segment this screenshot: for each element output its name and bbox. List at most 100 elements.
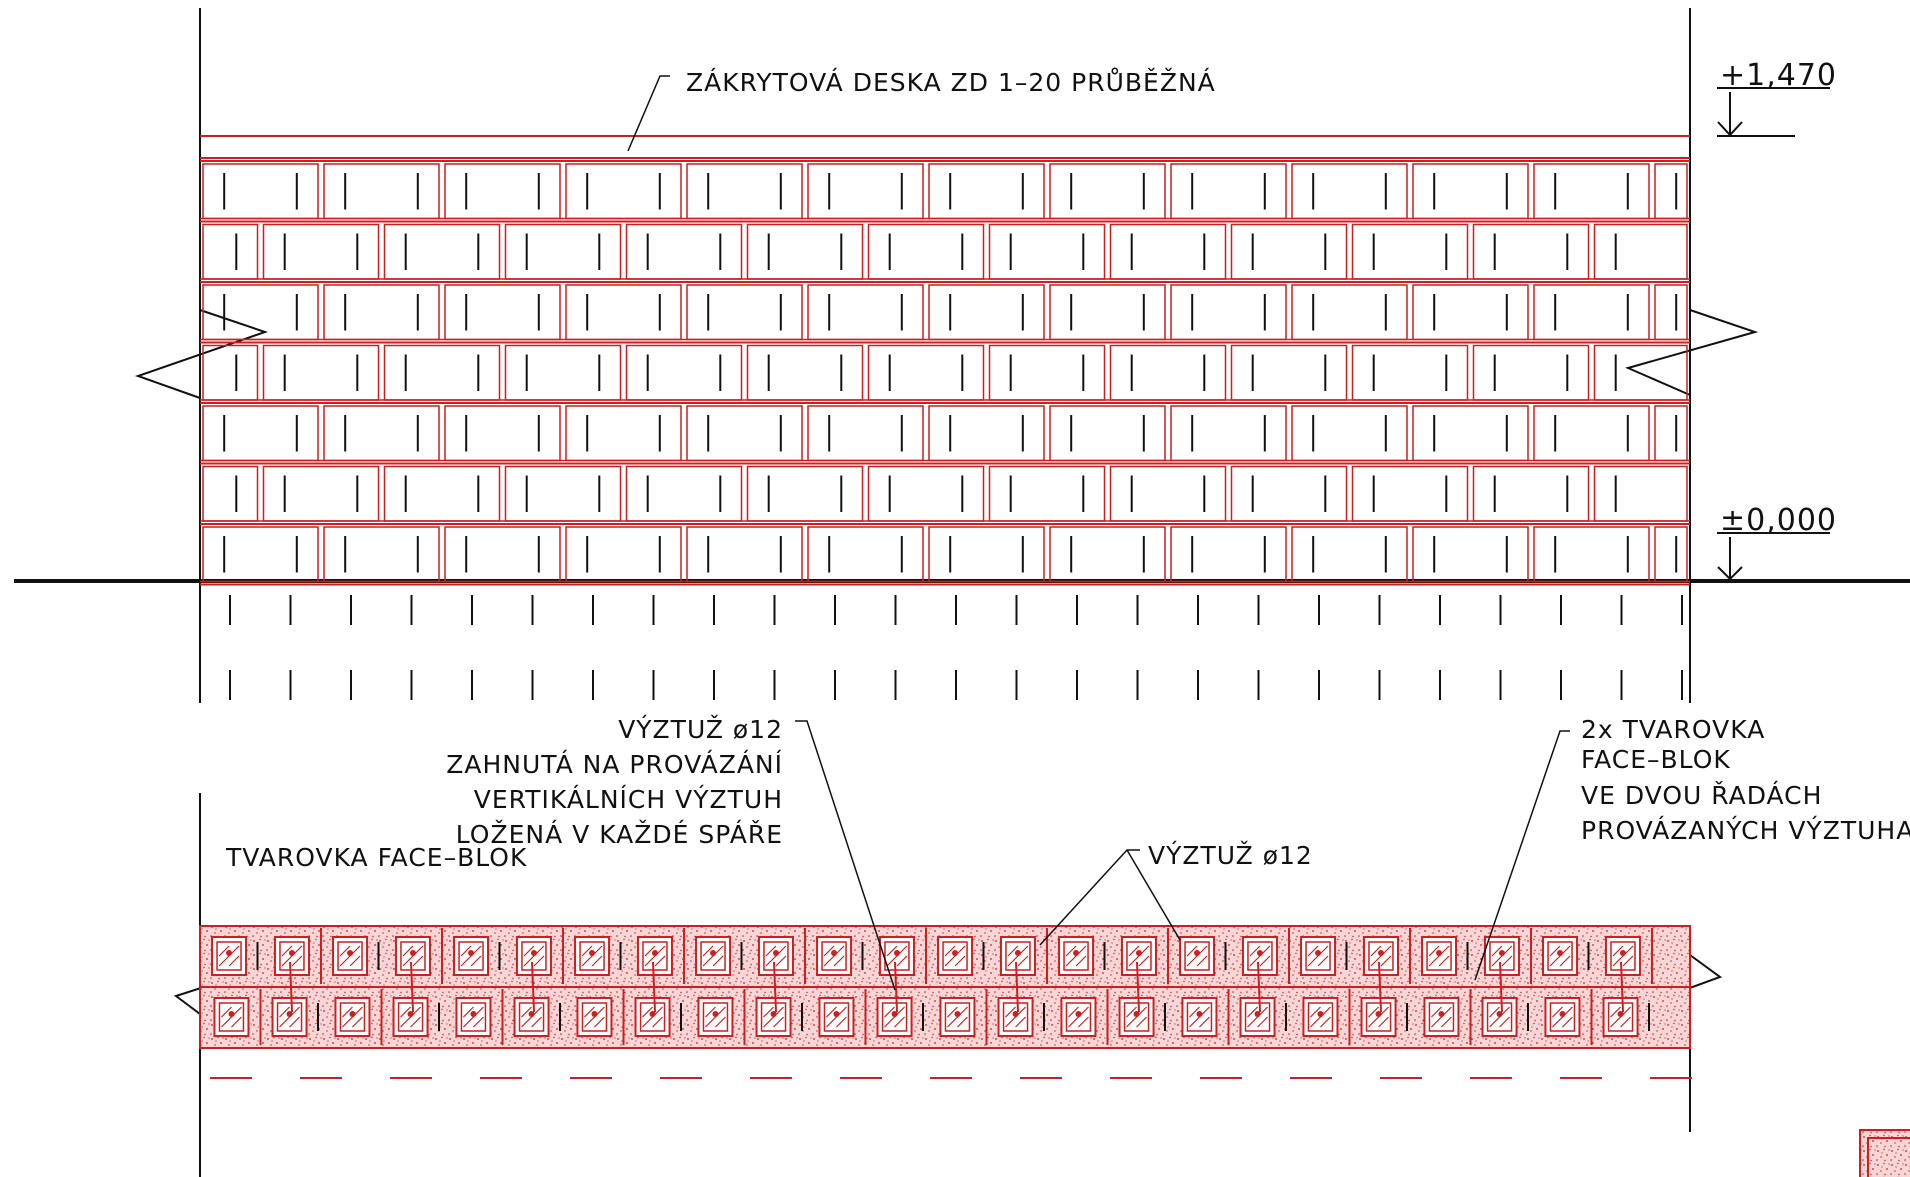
brick — [1351, 223, 1469, 280]
brick — [1412, 405, 1529, 462]
link-bar — [1620, 961, 1624, 1013]
rebar-cell — [453, 936, 490, 976]
rebar-cell — [576, 997, 613, 1037]
brick — [686, 163, 803, 220]
rebar-cell — [394, 936, 431, 976]
brick — [988, 344, 1106, 401]
brick — [444, 163, 561, 220]
link-bar — [1136, 961, 1140, 1013]
brick — [1593, 344, 1688, 401]
link-bar — [531, 961, 535, 1013]
brick — [323, 526, 440, 583]
brick — [1170, 405, 1287, 462]
brick — [262, 223, 380, 280]
brick — [383, 344, 501, 401]
rebar-cell — [757, 936, 794, 976]
rebar-cell — [878, 936, 915, 976]
brick — [202, 465, 259, 522]
rebar-cell — [1060, 997, 1097, 1037]
rebar-bent-leader — [795, 720, 896, 991]
brick — [1593, 223, 1688, 280]
rebar-cell — [1483, 936, 1520, 976]
level-marker-top — [1717, 87, 1830, 137]
brick — [504, 223, 622, 280]
link-bar — [894, 961, 898, 1013]
brick — [928, 284, 1045, 341]
brick — [565, 284, 682, 341]
rebar-cell — [1181, 997, 1218, 1037]
rebar-cell — [939, 997, 976, 1037]
brick — [1351, 344, 1469, 401]
rebar-bent-line-4: LOŽENÁ V KAŽDÉ SPÁŘE — [456, 820, 783, 849]
brick — [1654, 405, 1688, 462]
brick — [202, 163, 319, 220]
rebar-cell — [1362, 936, 1399, 976]
rebar-cell — [273, 936, 310, 976]
brick — [625, 465, 743, 522]
rebar-cell — [213, 997, 250, 1037]
brick — [262, 344, 380, 401]
rebar-cell — [876, 997, 913, 1037]
rebar-cell — [818, 997, 855, 1037]
block-double-line-4: PROVÁZANÝCH VÝZTUHAMI — [1581, 816, 1910, 845]
brick — [1170, 526, 1287, 583]
brick — [202, 223, 259, 280]
rebar-cell — [997, 997, 1034, 1037]
rebar-cell — [1604, 936, 1641, 976]
brick — [1533, 526, 1650, 583]
brick — [1291, 284, 1408, 341]
rebar-cell — [999, 936, 1036, 976]
brick — [202, 526, 319, 583]
coping-leader — [627, 75, 670, 152]
rebar-cell — [455, 997, 492, 1037]
left-break-symbol — [134, 309, 269, 399]
brick — [1351, 465, 1469, 522]
brick — [867, 223, 985, 280]
rebar-cell — [1179, 936, 1216, 976]
block-double-line-1: 2x TVAROVKA — [1581, 715, 1765, 744]
brick — [867, 344, 985, 401]
brick — [1170, 163, 1287, 220]
plan-blocks — [199, 925, 1691, 1049]
brick — [1412, 284, 1529, 341]
link-bar — [410, 961, 414, 1013]
right-break-symbol — [1625, 309, 1759, 396]
link-bar — [1015, 961, 1019, 1013]
brick — [1291, 526, 1408, 583]
rebar-cell — [695, 936, 732, 976]
brick — [746, 344, 864, 401]
rebar-cell — [1302, 997, 1339, 1037]
rebar-cell — [634, 997, 671, 1037]
rebar-cell — [1239, 997, 1276, 1037]
rebar-cell — [1544, 997, 1581, 1037]
rebar-cell — [515, 936, 552, 976]
brick — [1049, 526, 1166, 583]
rebar-cell — [211, 936, 248, 976]
brick — [807, 284, 924, 341]
rebar-bent-line-3: VERTIKÁLNÍCH VÝZTUH — [474, 785, 783, 814]
brick — [1049, 284, 1166, 341]
brick — [1654, 284, 1688, 341]
rebar-cell — [1481, 997, 1518, 1037]
brick — [746, 465, 864, 522]
rebar-cell — [271, 997, 308, 1037]
brick — [565, 405, 682, 462]
rebar-cell — [1120, 936, 1157, 976]
rebar-leader-b — [1126, 849, 1181, 941]
rebar-cell — [937, 936, 974, 976]
rebar-cell — [636, 936, 673, 976]
brick — [202, 344, 259, 401]
block-double-line-3: VE DVOU ŘADÁCH — [1581, 781, 1822, 810]
brick — [383, 465, 501, 522]
brick — [444, 526, 561, 583]
plan-leaders — [795, 720, 1570, 991]
brick — [807, 526, 924, 583]
brick — [867, 465, 985, 522]
brick — [1472, 344, 1590, 401]
rebar-bent-callout: VÝZTUŽ ø12 ZAHNUTÁ NA PROVÁZÁNÍ VERTIKÁL… — [446, 715, 783, 849]
block-single-label: TVAROVKA FACE–BLOK — [225, 843, 527, 872]
rebar-label: VÝZTUŽ ø12 — [1148, 841, 1313, 870]
brick — [1291, 405, 1408, 462]
link-bar — [652, 961, 656, 1013]
